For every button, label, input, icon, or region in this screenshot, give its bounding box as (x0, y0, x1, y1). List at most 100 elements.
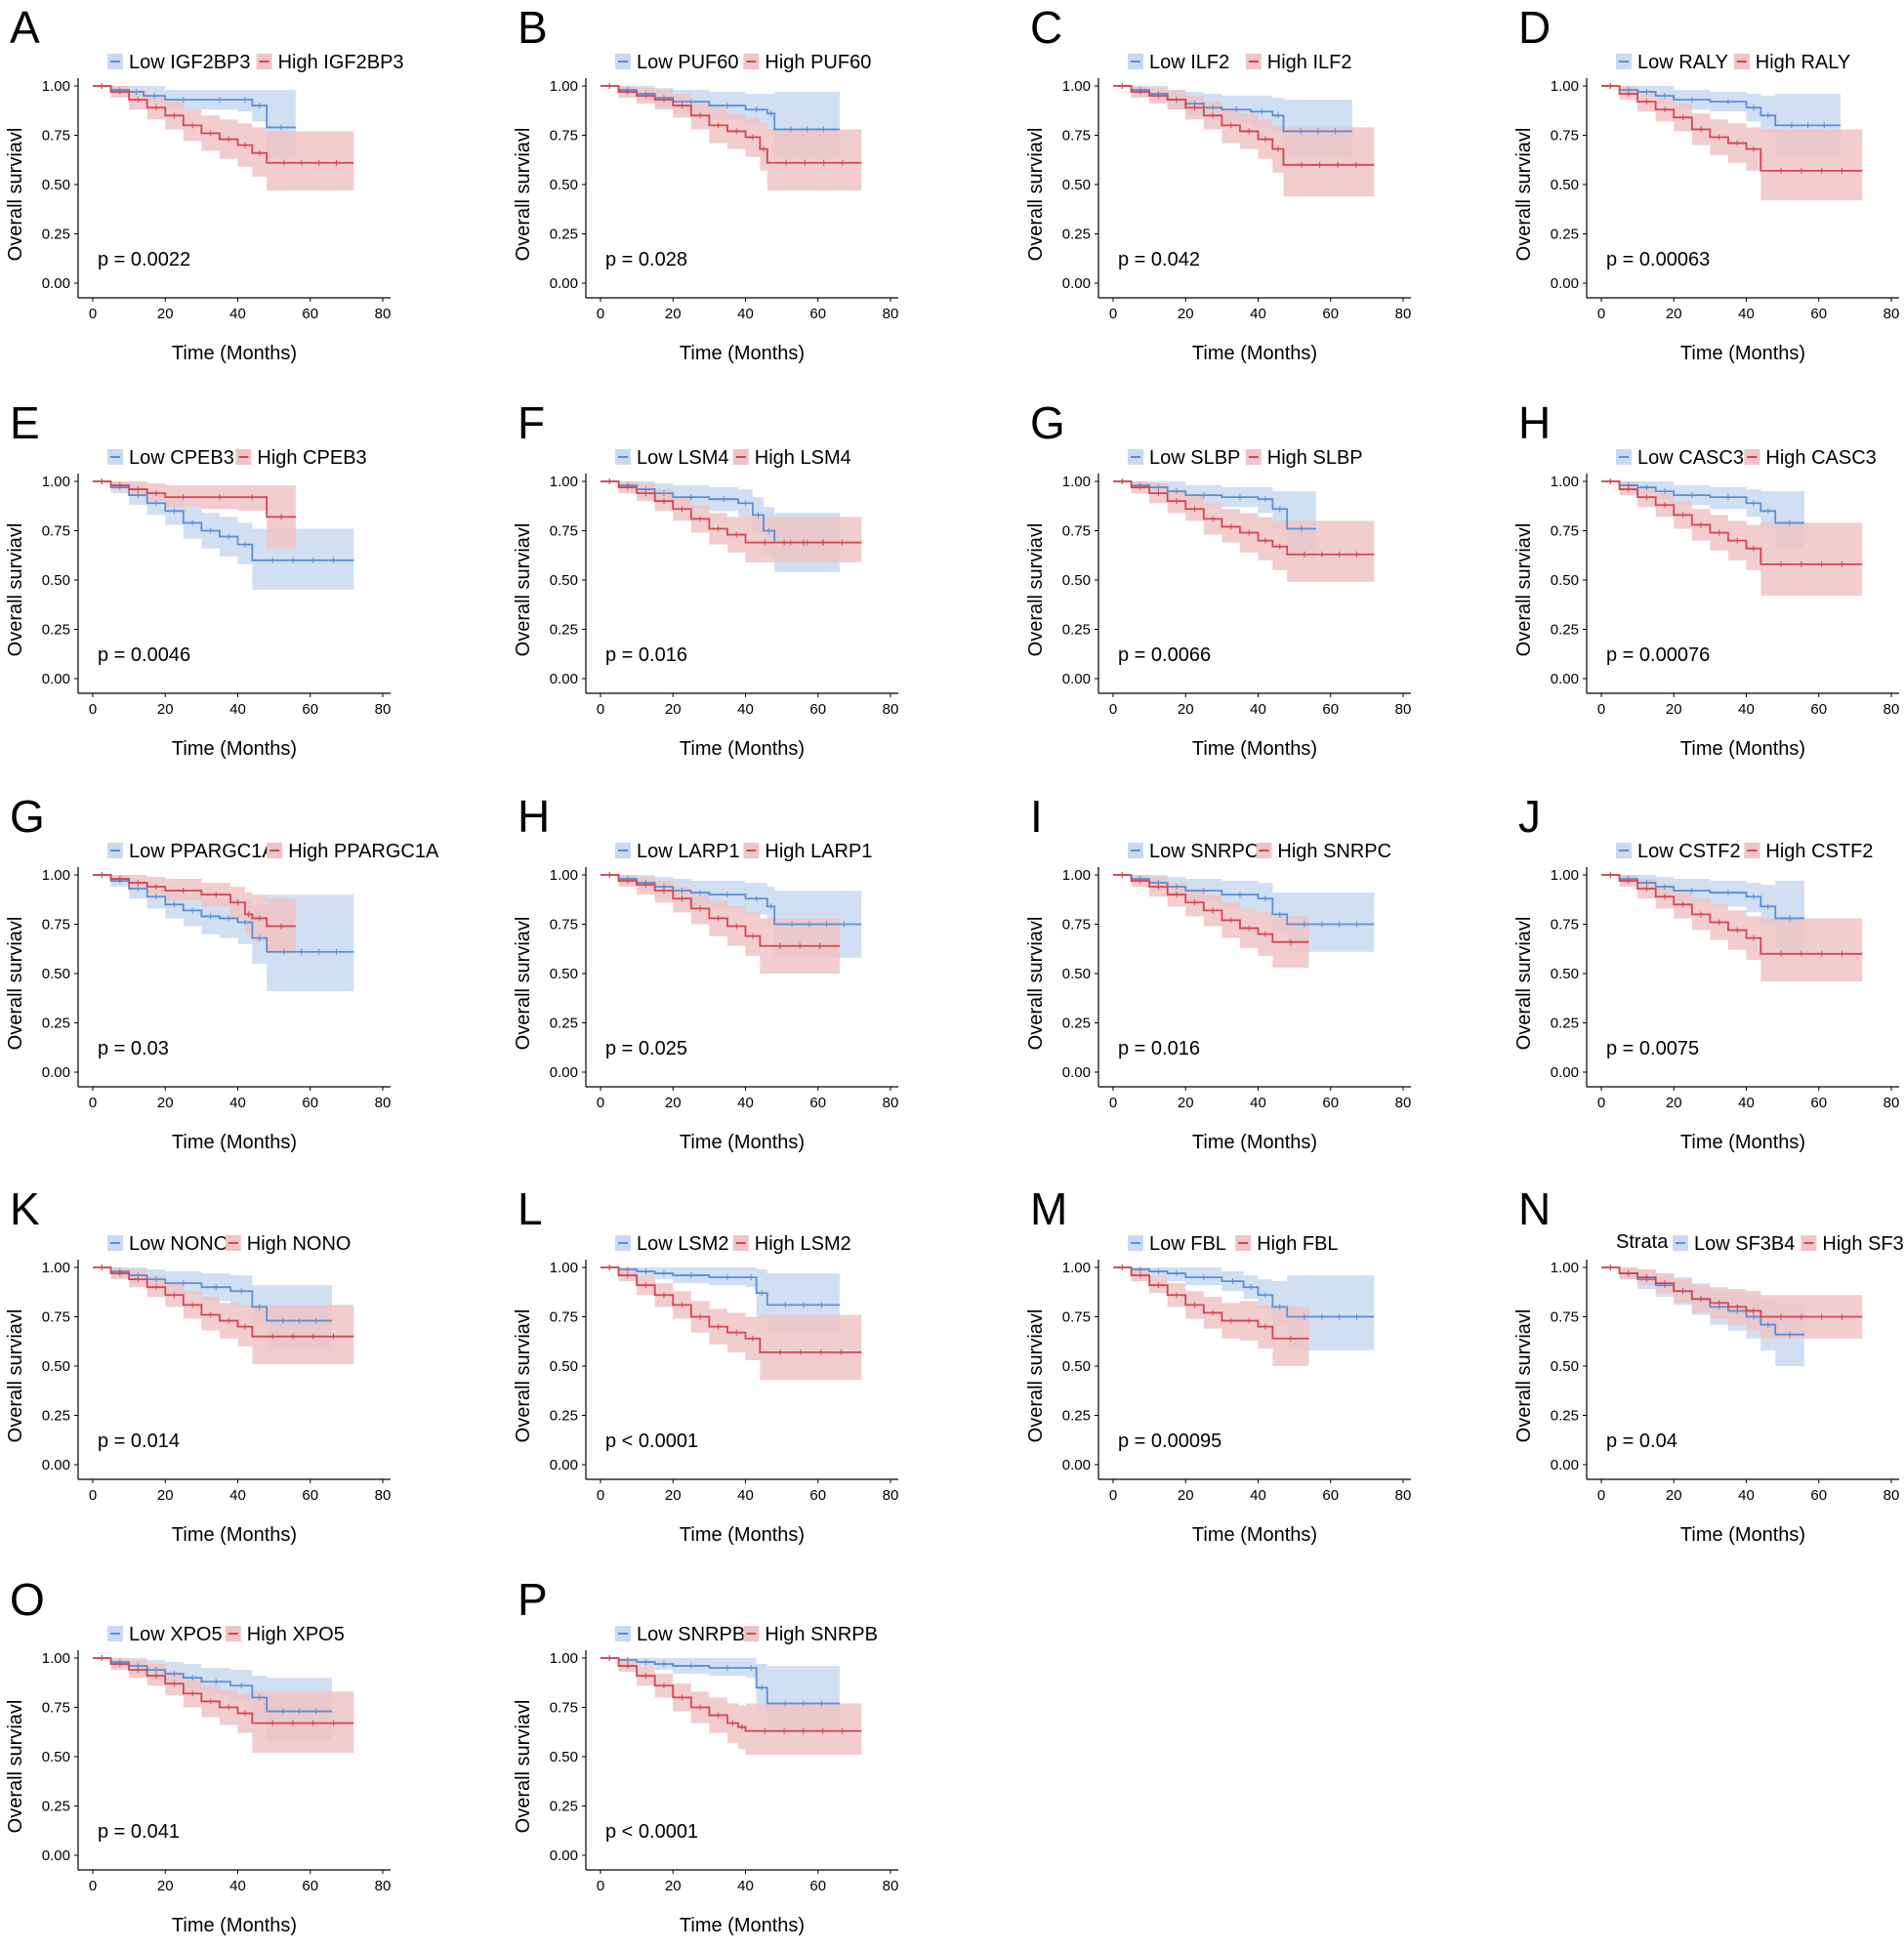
legend-label-low: Low RALY (1637, 52, 1728, 73)
x-tick-label: 40 (1738, 306, 1755, 322)
x-axis-label: Time (Months) (1192, 343, 1317, 364)
x-tick-label: 20 (157, 306, 174, 322)
legend: Low SNRPC High SNRPC (1128, 841, 1391, 862)
y-tick-label: 0.75 (42, 1309, 70, 1326)
p-value: p = 0.00095 (1118, 1431, 1221, 1452)
y-tick-label: 0.00 (1062, 1064, 1091, 1081)
x-axis-label: Time (Months) (680, 1524, 805, 1546)
p-value: p = 0.0075 (1606, 1038, 1699, 1059)
x-tick-label: 60 (1322, 306, 1339, 322)
y-axis-label: Overall surviavl (1025, 128, 1047, 262)
legend-label-low: Low SF3B4 (1694, 1233, 1795, 1255)
ci-band-high (1601, 481, 1863, 597)
x-tick-label: 40 (1738, 701, 1755, 718)
p-value: p = 0.0022 (98, 249, 190, 270)
km-panel-h: H Low CASC3 High CASC3 0.00 0.25 0.50 0.75 1.00… (1513, 397, 1899, 760)
ci-band-high (93, 86, 354, 191)
km-panel-e: E Low CPEB3 High CPEB3 0.00 0.25 0.50 0.75 1.00… (5, 397, 391, 760)
legend-label-low: Low PPARGC1A (129, 841, 275, 862)
y-tick-label: 0.25 (1551, 1408, 1579, 1425)
legend: Strata Low SF3B4 High SF3B4 (1616, 1231, 1904, 1255)
y-axis-label: Overall surviavl (1513, 523, 1535, 657)
y-tick-label: 0.50 (550, 572, 578, 589)
panel-letter: C (1030, 2, 1062, 53)
y-tick-label: 0.75 (1551, 1309, 1579, 1326)
legend-label-high: High PUF60 (765, 52, 871, 73)
x-tick-label: 20 (157, 1487, 174, 1504)
y-tick-label: 0.50 (1062, 572, 1091, 589)
x-tick-label: 60 (302, 701, 318, 718)
x-axis-label: Time (Months) (172, 1524, 297, 1546)
y-tick-label: 0.25 (550, 1016, 578, 1032)
ci-band-high (93, 875, 296, 954)
y-tick-label: 0.25 (550, 1408, 578, 1425)
ci-band-high (1113, 875, 1309, 968)
x-tick-label: 0 (1597, 1487, 1605, 1504)
y-tick-label: 0.00 (1062, 1457, 1091, 1473)
legend-label-low: Low LSM4 (637, 447, 729, 469)
legend: Low LSM2 High LSM2 (615, 1233, 851, 1255)
x-tick-label: 80 (1395, 306, 1412, 322)
y-tick-label: 0.75 (550, 523, 578, 540)
legend: Low PUF60 High PUF60 (615, 52, 871, 73)
x-tick-label: 40 (1250, 701, 1266, 718)
km-panel-k: K Low NONO High NONO 0.00 0.25 0.50 0.75 1.00 0 2… (5, 1183, 391, 1546)
y-tick-label: 0.25 (550, 227, 578, 243)
x-tick-label: 60 (1810, 306, 1827, 322)
survival-curve-high (1601, 1266, 1863, 1318)
x-tick-label: 20 (665, 1878, 682, 1894)
y-tick-label: 0.75 (42, 523, 70, 540)
x-tick-label: 20 (157, 1878, 174, 1894)
y-tick-label: 0.75 (1551, 523, 1579, 540)
y-axis-label: Overall surviavl (5, 1309, 26, 1443)
x-tick-label: 80 (883, 701, 899, 718)
x-tick-label: 0 (89, 701, 97, 718)
y-axis-label: Overall surviavl (513, 523, 534, 657)
y-tick-label: 0.75 (550, 917, 578, 934)
y-tick-label: 0.00 (1551, 1064, 1579, 1081)
y-tick-label: 1.00 (42, 474, 70, 490)
x-tick-label: 0 (89, 1878, 97, 1894)
legend-label-low: Low LSM2 (637, 1233, 729, 1255)
x-tick-label: 40 (1738, 1095, 1755, 1111)
p-value: p = 0.016 (1118, 1038, 1200, 1059)
km-panel-n: N Strata Low SF3B4 High SF3B4 0.00 0.25 0.50 0.… (1513, 1183, 1904, 1546)
y-tick-label: 0.75 (1551, 128, 1579, 145)
y-tick-label: 0.00 (550, 1847, 578, 1864)
p-value: p = 0.041 (98, 1821, 180, 1843)
x-tick-label: 80 (375, 306, 392, 322)
x-tick-label: 0 (1597, 1095, 1605, 1111)
y-tick-label: 0.75 (1062, 1309, 1091, 1326)
y-tick-label: 1.00 (550, 474, 578, 490)
y-axis-label: Overall surviavl (1513, 128, 1535, 262)
legend-label-low: Low PUF60 (637, 52, 739, 73)
y-tick-label: 0.75 (42, 917, 70, 934)
x-tick-label: 60 (1322, 701, 1339, 718)
legend-label-low: Low CSTF2 (1637, 841, 1741, 862)
legend: Low CPEB3 High CPEB3 (107, 447, 367, 469)
x-tick-label: 0 (89, 306, 97, 322)
legend-title: Strata (1616, 1231, 1669, 1253)
survival-curve-high (93, 1657, 354, 1724)
x-tick-label: 0 (1109, 1487, 1117, 1504)
panel-letter: F (517, 397, 545, 448)
y-tick-label: 1.00 (42, 1650, 70, 1667)
x-tick-label: 20 (1666, 1487, 1682, 1504)
y-tick-label: 0.50 (1062, 1358, 1091, 1375)
y-tick-label: 0.50 (42, 177, 70, 193)
legend-label-high: High IGF2BP3 (278, 52, 404, 73)
y-tick-label: 0.25 (1551, 1016, 1579, 1032)
y-tick-label: 0.50 (42, 1358, 70, 1375)
x-tick-label: 20 (1178, 306, 1194, 322)
y-tick-label: 0.25 (1062, 227, 1091, 243)
legend-label-high: High PPARGC1A (288, 841, 439, 862)
legend-label-low: Low CPEB3 (129, 447, 234, 469)
y-tick-label: 0.00 (1551, 275, 1579, 292)
legend-label-low: Low NONO (129, 1233, 228, 1255)
x-tick-label: 60 (1810, 701, 1827, 718)
p-value: p = 0.04 (1606, 1431, 1677, 1452)
y-tick-label: 0.50 (1551, 572, 1579, 589)
legend: Low IGF2BP3 High IGF2BP3 (107, 52, 404, 73)
x-tick-label: 80 (1395, 1095, 1412, 1111)
panel-letter: H (517, 791, 550, 842)
